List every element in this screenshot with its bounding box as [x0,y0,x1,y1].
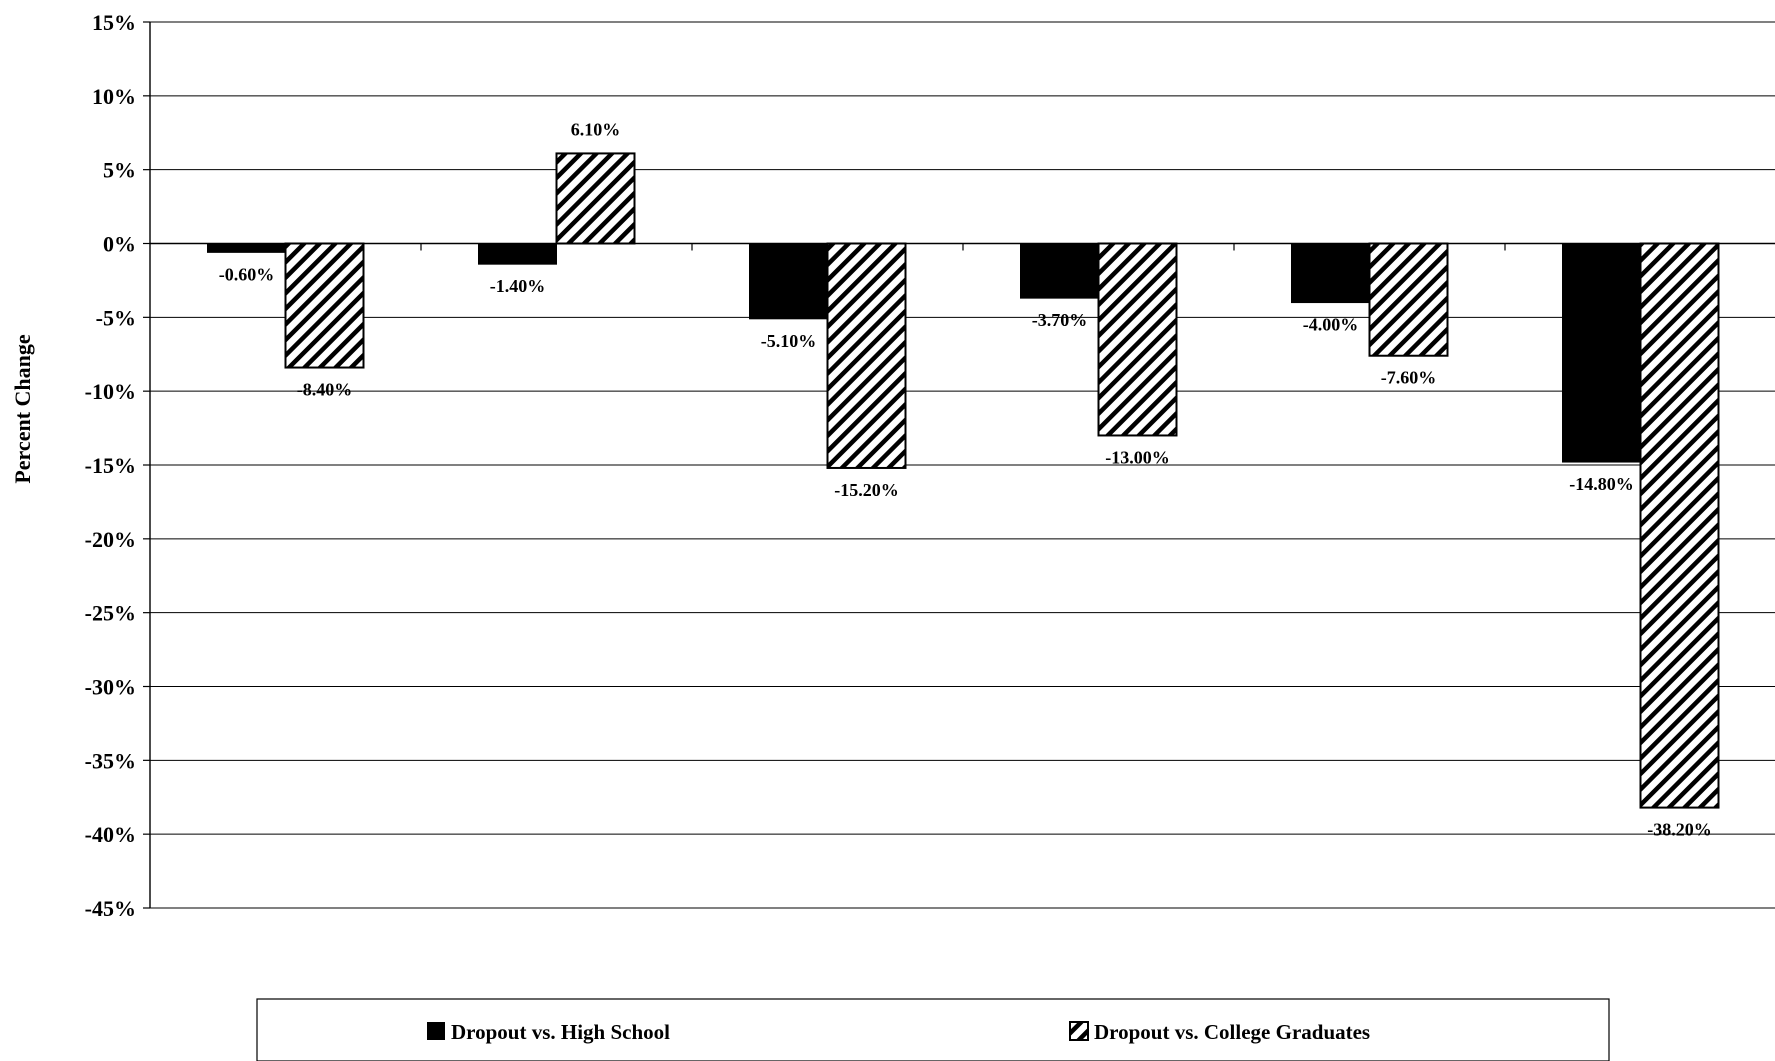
legend-label-college-graduates: Dropout vs. College Graduates [1094,1020,1370,1044]
bar-college-graduates [1097,242,1178,437]
y-tick-label: -30% [85,675,136,700]
legend-box [256,998,1610,1061]
y-tick-label: -15% [85,453,136,478]
bar-high-school [1020,243,1099,299]
legend-label-high-school: Dropout vs. High School [451,1020,670,1044]
bar-high-school [749,243,828,320]
data-label-high-school: -5.10% [761,331,817,351]
legend: Dropout vs. High School Dropout vs. Coll… [256,998,1610,1061]
y-tick-label: 5% [103,158,136,183]
bar-high-school [207,243,286,253]
data-label-high-school: -3.70% [1032,310,1088,330]
legend-swatch-hatched [1069,1021,1089,1041]
y-tick-label: -45% [85,896,136,921]
y-tick-label: -40% [85,822,136,847]
data-label-high-school: -14.80% [1569,474,1634,494]
y-tick-label: -20% [85,527,136,552]
bar-college-graduates [555,152,636,245]
data-label-college-graduates: -7.60% [1381,368,1437,388]
y-tick-label: -25% [85,601,136,626]
bar-college-graduates [1368,242,1449,357]
data-label-college-graduates: -38.20% [1647,820,1712,840]
bar-college-graduates [1639,242,1720,809]
data-label-college-graduates: -15.20% [834,480,899,500]
bars [207,152,1720,809]
y-tick-label: -10% [85,379,136,404]
bar-college-graduates [284,242,365,369]
data-label-college-graduates: 6.10% [571,119,621,139]
data-label-high-school: -1.40% [490,276,546,296]
legend-swatch-solid [427,1022,445,1040]
y-axis-title: Percent Change [10,334,35,484]
y-tick-label: -35% [85,748,136,773]
y-tick-label: -5% [96,305,136,330]
data-label-high-school: -0.60% [219,264,275,284]
bar-high-school [478,243,557,265]
axes: 15% 10% 5% 0% -5% -10% -15% -20% -25% -30% -35% -40… [85,10,1506,921]
bar-high-school [1291,243,1370,304]
y-tick-label: 0% [103,232,136,257]
bar-college-graduates [826,242,907,469]
y-tick-label: 15% [92,10,136,35]
y-tick-label: 10% [92,84,136,109]
data-label-high-school: -4.00% [1303,315,1359,335]
bar-high-school [1562,243,1641,463]
data-label-college-graduates: -8.40% [297,380,353,400]
data-labels: -0.60% -8.40% -1.40% 6.10% -5.10% -15.20% -3.7… [219,119,1712,839]
data-label-college-graduates: -13.00% [1105,447,1170,467]
gridlines [150,21,1775,909]
